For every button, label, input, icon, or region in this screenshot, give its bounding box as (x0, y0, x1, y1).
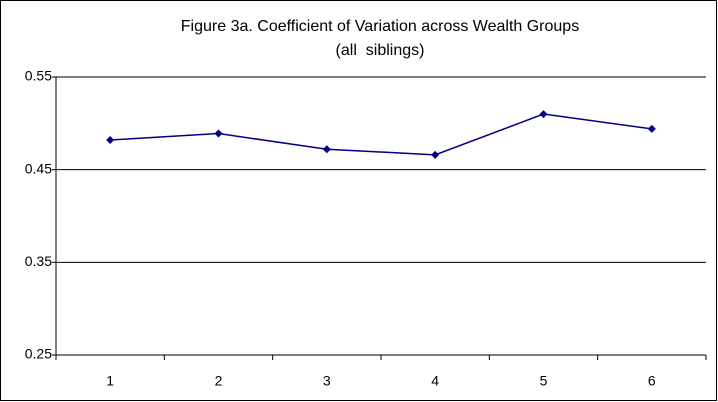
line (110, 113, 652, 156)
chart-title: Figure 3a. Coefficient of Variation acro… (181, 18, 579, 35)
y-tick-label: 0.45 (25, 160, 52, 176)
x-tick-label: 6 (648, 373, 656, 389)
marker (647, 124, 656, 133)
marker (539, 110, 548, 119)
marker (322, 145, 331, 154)
marker (106, 136, 115, 145)
marker (431, 150, 440, 159)
marker (214, 129, 223, 138)
x-tick-label: 2 (215, 373, 223, 389)
y-tick-label: 0.55 (25, 68, 52, 84)
y-tick-label: 0.35 (25, 253, 52, 269)
x-tick-label: 4 (431, 373, 439, 389)
x-tick-label: 3 (323, 373, 331, 389)
y-tick-label: 0.25 (25, 346, 52, 362)
chart-subtitle: (all siblings) (336, 42, 425, 59)
x-tick-label: 1 (106, 373, 114, 389)
x-tick-label: 5 (540, 373, 548, 389)
